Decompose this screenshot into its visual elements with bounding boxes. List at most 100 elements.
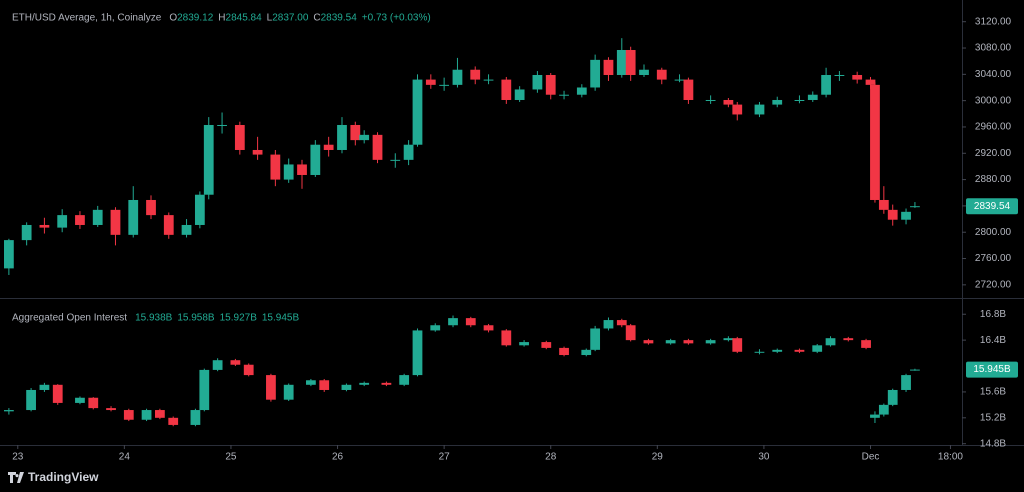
candle-body <box>26 389 36 411</box>
legend-value: 2839.54 <box>321 13 358 24</box>
candle-body <box>141 410 152 420</box>
candle-body <box>541 342 552 348</box>
candle-body <box>519 342 529 346</box>
candle-body <box>545 74 556 95</box>
candle-body <box>430 325 441 331</box>
legend-value: 15.958B <box>177 313 215 324</box>
candle-body <box>576 87 587 95</box>
candle-body <box>243 364 254 376</box>
candle-body <box>412 330 423 376</box>
legend-title: Aggregated Open Interest <box>12 313 127 324</box>
candle-body <box>683 340 694 344</box>
legend-value: 15.927B <box>220 313 258 324</box>
candle-body <box>203 124 214 195</box>
x-tick-label: 27 <box>439 452 451 463</box>
candle-body <box>190 410 201 425</box>
y-tick-label: 16.4B <box>980 335 1006 346</box>
candle-body <box>603 59 614 75</box>
y-tick-label: 14.8B <box>980 438 1006 449</box>
y-tick-label: 2720.00 <box>975 279 1012 290</box>
candle-body <box>39 224 50 228</box>
candle-body <box>705 99 716 101</box>
candle-body <box>128 199 139 235</box>
candle-body <box>901 211 911 220</box>
y-tick-label: 3000.00 <box>975 95 1012 106</box>
candle-body <box>146 199 156 216</box>
candle-body <box>483 325 494 331</box>
candle-body <box>603 320 614 329</box>
candle-body <box>110 209 121 235</box>
candle-body <box>39 384 50 390</box>
candle-body <box>448 318 458 326</box>
candle-body <box>532 74 543 90</box>
candle-body <box>723 338 734 341</box>
candle-body <box>590 328 601 350</box>
tradingview-logo <box>8 472 24 483</box>
candle-body <box>123 410 134 420</box>
legend-key: O <box>169 13 177 24</box>
candle-body <box>306 380 316 385</box>
x-tick-label: 24 <box>119 452 131 463</box>
candle-body <box>337 124 347 150</box>
candle-body <box>399 375 410 385</box>
candle-body <box>878 199 889 210</box>
candle-body <box>910 369 920 371</box>
candle-body <box>75 215 85 225</box>
candle-body <box>381 382 392 385</box>
candle-body <box>807 94 818 100</box>
brand-name: TradingView <box>28 470 99 484</box>
candle-body <box>217 124 227 126</box>
candle-body <box>350 124 361 141</box>
candle-body <box>390 159 401 161</box>
x-tick-label: Dec <box>862 452 880 463</box>
candle-body <box>270 154 281 180</box>
legend-title: ETH/USD Average, 1h, Coinalyze <box>12 13 162 24</box>
candle-body <box>821 74 831 95</box>
candle-body <box>181 224 192 235</box>
candle-body <box>732 104 743 115</box>
candle-body <box>439 84 450 86</box>
x-tick-label: 26 <box>332 452 344 463</box>
legend-value: 15.938B <box>135 313 173 324</box>
candle-body <box>559 347 569 356</box>
y-tick-label: 2920.00 <box>975 148 1012 159</box>
last-value-label: 15.945B <box>973 364 1011 375</box>
x-tick-label: 23 <box>12 452 24 463</box>
candle-body <box>901 375 911 390</box>
candle-body <box>266 375 276 400</box>
candle-body <box>559 94 569 96</box>
candle-body <box>230 360 241 365</box>
candle-body <box>57 215 68 228</box>
candle-body <box>910 206 920 208</box>
candle-body <box>656 69 667 80</box>
candle-body <box>723 99 734 105</box>
candle-body <box>732 338 743 352</box>
candle-body <box>470 69 481 80</box>
legend-value: 15.945B <box>262 313 300 324</box>
candle-body <box>852 74 863 80</box>
candle-body <box>359 382 370 385</box>
x-tick-label: 18:00 <box>938 452 963 463</box>
legend-value: 2837.00 <box>272 13 309 24</box>
candle-body <box>106 408 116 411</box>
candle-body <box>812 345 823 352</box>
last-value-label: 2839.54 <box>974 201 1011 212</box>
candle-body <box>639 69 649 75</box>
candle-body <box>581 349 592 356</box>
candle-body <box>616 320 627 326</box>
candle-body <box>412 79 423 145</box>
legend-key: L <box>267 13 273 24</box>
candle-body <box>465 318 476 326</box>
candles <box>3 315 920 427</box>
candle-body <box>168 417 179 425</box>
x-tick-label: 25 <box>225 452 237 463</box>
candles <box>3 38 920 275</box>
candle-body <box>590 59 601 88</box>
candle-body <box>772 349 783 352</box>
candle-body <box>483 79 494 81</box>
candle-body <box>283 164 294 180</box>
candle-body <box>754 351 765 353</box>
candle-body <box>865 79 876 85</box>
candle-body <box>252 149 263 155</box>
